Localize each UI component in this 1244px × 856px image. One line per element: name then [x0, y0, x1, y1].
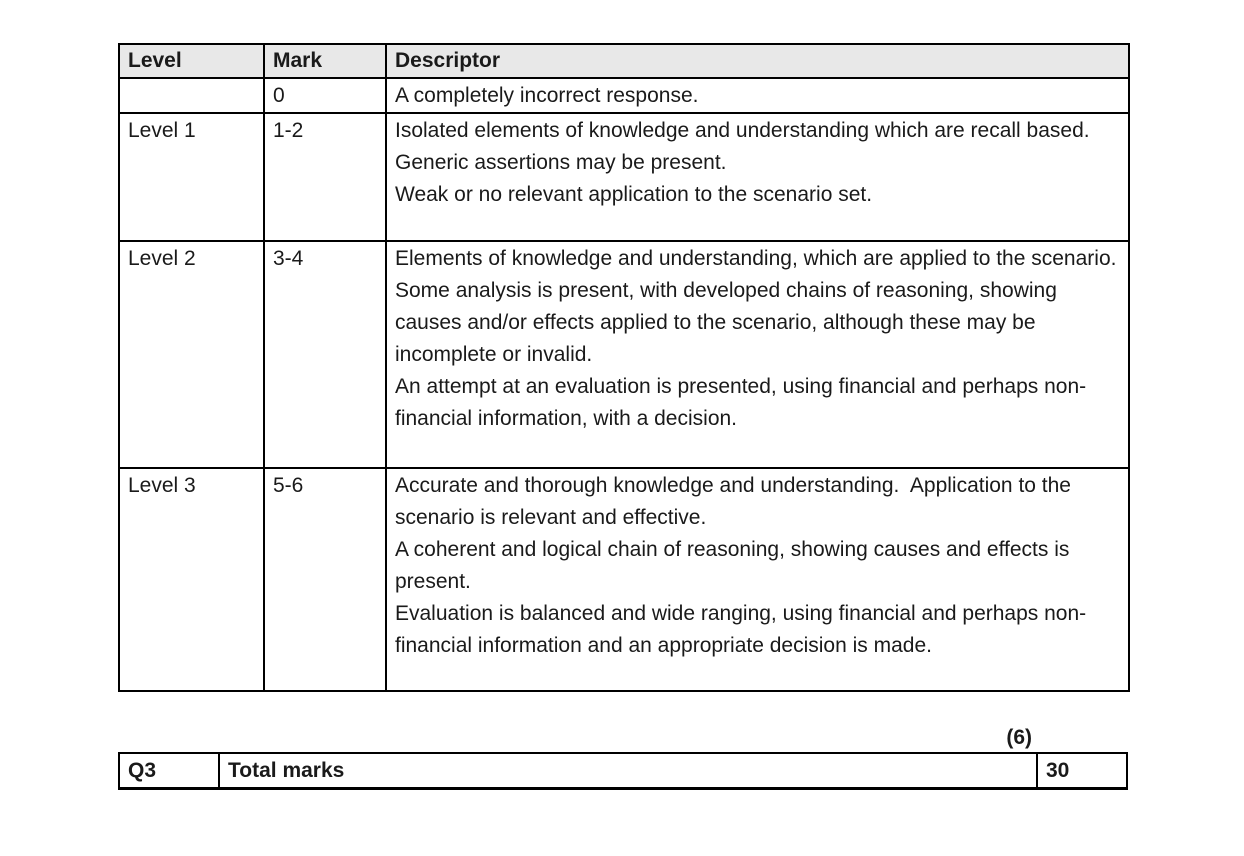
descriptor-paragraph: Evaluation is balanced and wide ranging,…: [395, 602, 1087, 657]
mark-cell: 3-4: [263, 240, 387, 469]
level-cell: Level 2: [118, 240, 265, 469]
descriptor-paragraph: Some analysis is present, with developed…: [395, 279, 1063, 366]
table-row: Level 2 3-4 Elements of knowledge and un…: [118, 240, 1130, 469]
question-marks-label: (6): [1006, 726, 1032, 749]
rubric-header-row: Level Mark Descriptor: [118, 43, 1130, 79]
descriptor-paragraph: Weak or no relevant application to the s…: [395, 183, 873, 206]
descriptor-paragraph: A coherent and logical chain of reasonin…: [395, 538, 1076, 593]
levels-rubric-table: Level Mark Descriptor 0 A completely inc…: [118, 43, 1130, 692]
total-marks-label-cell: Total marks: [218, 752, 1038, 790]
total-marks-value-cell: 30: [1036, 752, 1128, 790]
column-header-level: Level: [118, 43, 265, 79]
level-cell: [118, 77, 265, 114]
mark-cell: 0: [263, 77, 387, 114]
mark-cell: 1-2: [263, 112, 387, 242]
descriptor-paragraph: Isolated elements of knowledge and under…: [395, 119, 1090, 142]
column-header-mark: Mark: [263, 43, 387, 79]
descriptor-paragraph: A completely incorrect response.: [395, 84, 699, 107]
descriptor-cell: Accurate and thorough knowledge and unde…: [385, 467, 1130, 692]
table-row: 0 A completely incorrect response.: [118, 77, 1130, 114]
table-row: Level 3 5-6 Accurate and thorough knowle…: [118, 467, 1130, 692]
total-marks-table: Q3 Total marks 30: [118, 752, 1128, 790]
descriptor-paragraph: An attempt at an evaluation is presented…: [395, 375, 1087, 430]
question-number-cell: Q3: [118, 752, 220, 790]
table-row: Level 1 1-2 Isolated elements of knowled…: [118, 112, 1130, 242]
descriptor-paragraph: Elements of knowledge and understanding,…: [395, 247, 1117, 270]
mark-cell: 5-6: [263, 467, 387, 692]
level-cell: Level 3: [118, 467, 265, 692]
total-marks-row: Q3 Total marks 30: [118, 752, 1128, 790]
descriptor-cell: A completely incorrect response.: [385, 77, 1130, 114]
descriptor-paragraph: Generic assertions may be present.: [395, 151, 727, 174]
descriptor-cell: Elements of knowledge and understanding,…: [385, 240, 1130, 469]
descriptor-paragraph: Accurate and thorough knowledge and unde…: [395, 474, 1077, 529]
column-header-descriptor: Descriptor: [385, 43, 1130, 79]
descriptor-cell: Isolated elements of knowledge and under…: [385, 112, 1130, 242]
level-cell: Level 1: [118, 112, 265, 242]
